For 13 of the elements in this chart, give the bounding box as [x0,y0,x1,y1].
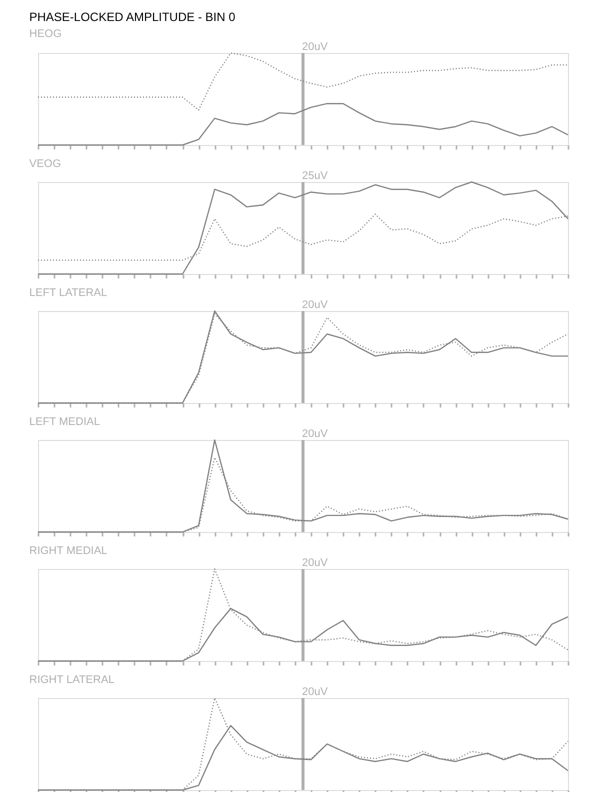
chart-subtitle: HEOG [29,28,62,40]
annotation: 20uV [302,686,328,698]
chart-title: LEFT MEDIAL [29,416,100,428]
annotation: 25uV [302,170,328,182]
annotation: 20uV [302,557,328,569]
annotation: 20uV [302,299,328,311]
annotation: 20uV [302,428,328,440]
chart-title: RIGHT LATERAL [29,674,114,686]
chart-title: VEOG [29,158,62,170]
chart-title: LEFT LATERAL [29,287,108,299]
annotation: 20uV [302,41,328,53]
chart-title: RIGHT MEDIAL [29,545,108,557]
chart-title: PHASE-LOCKED AMPLITUDE - BIN 0 [29,10,236,24]
